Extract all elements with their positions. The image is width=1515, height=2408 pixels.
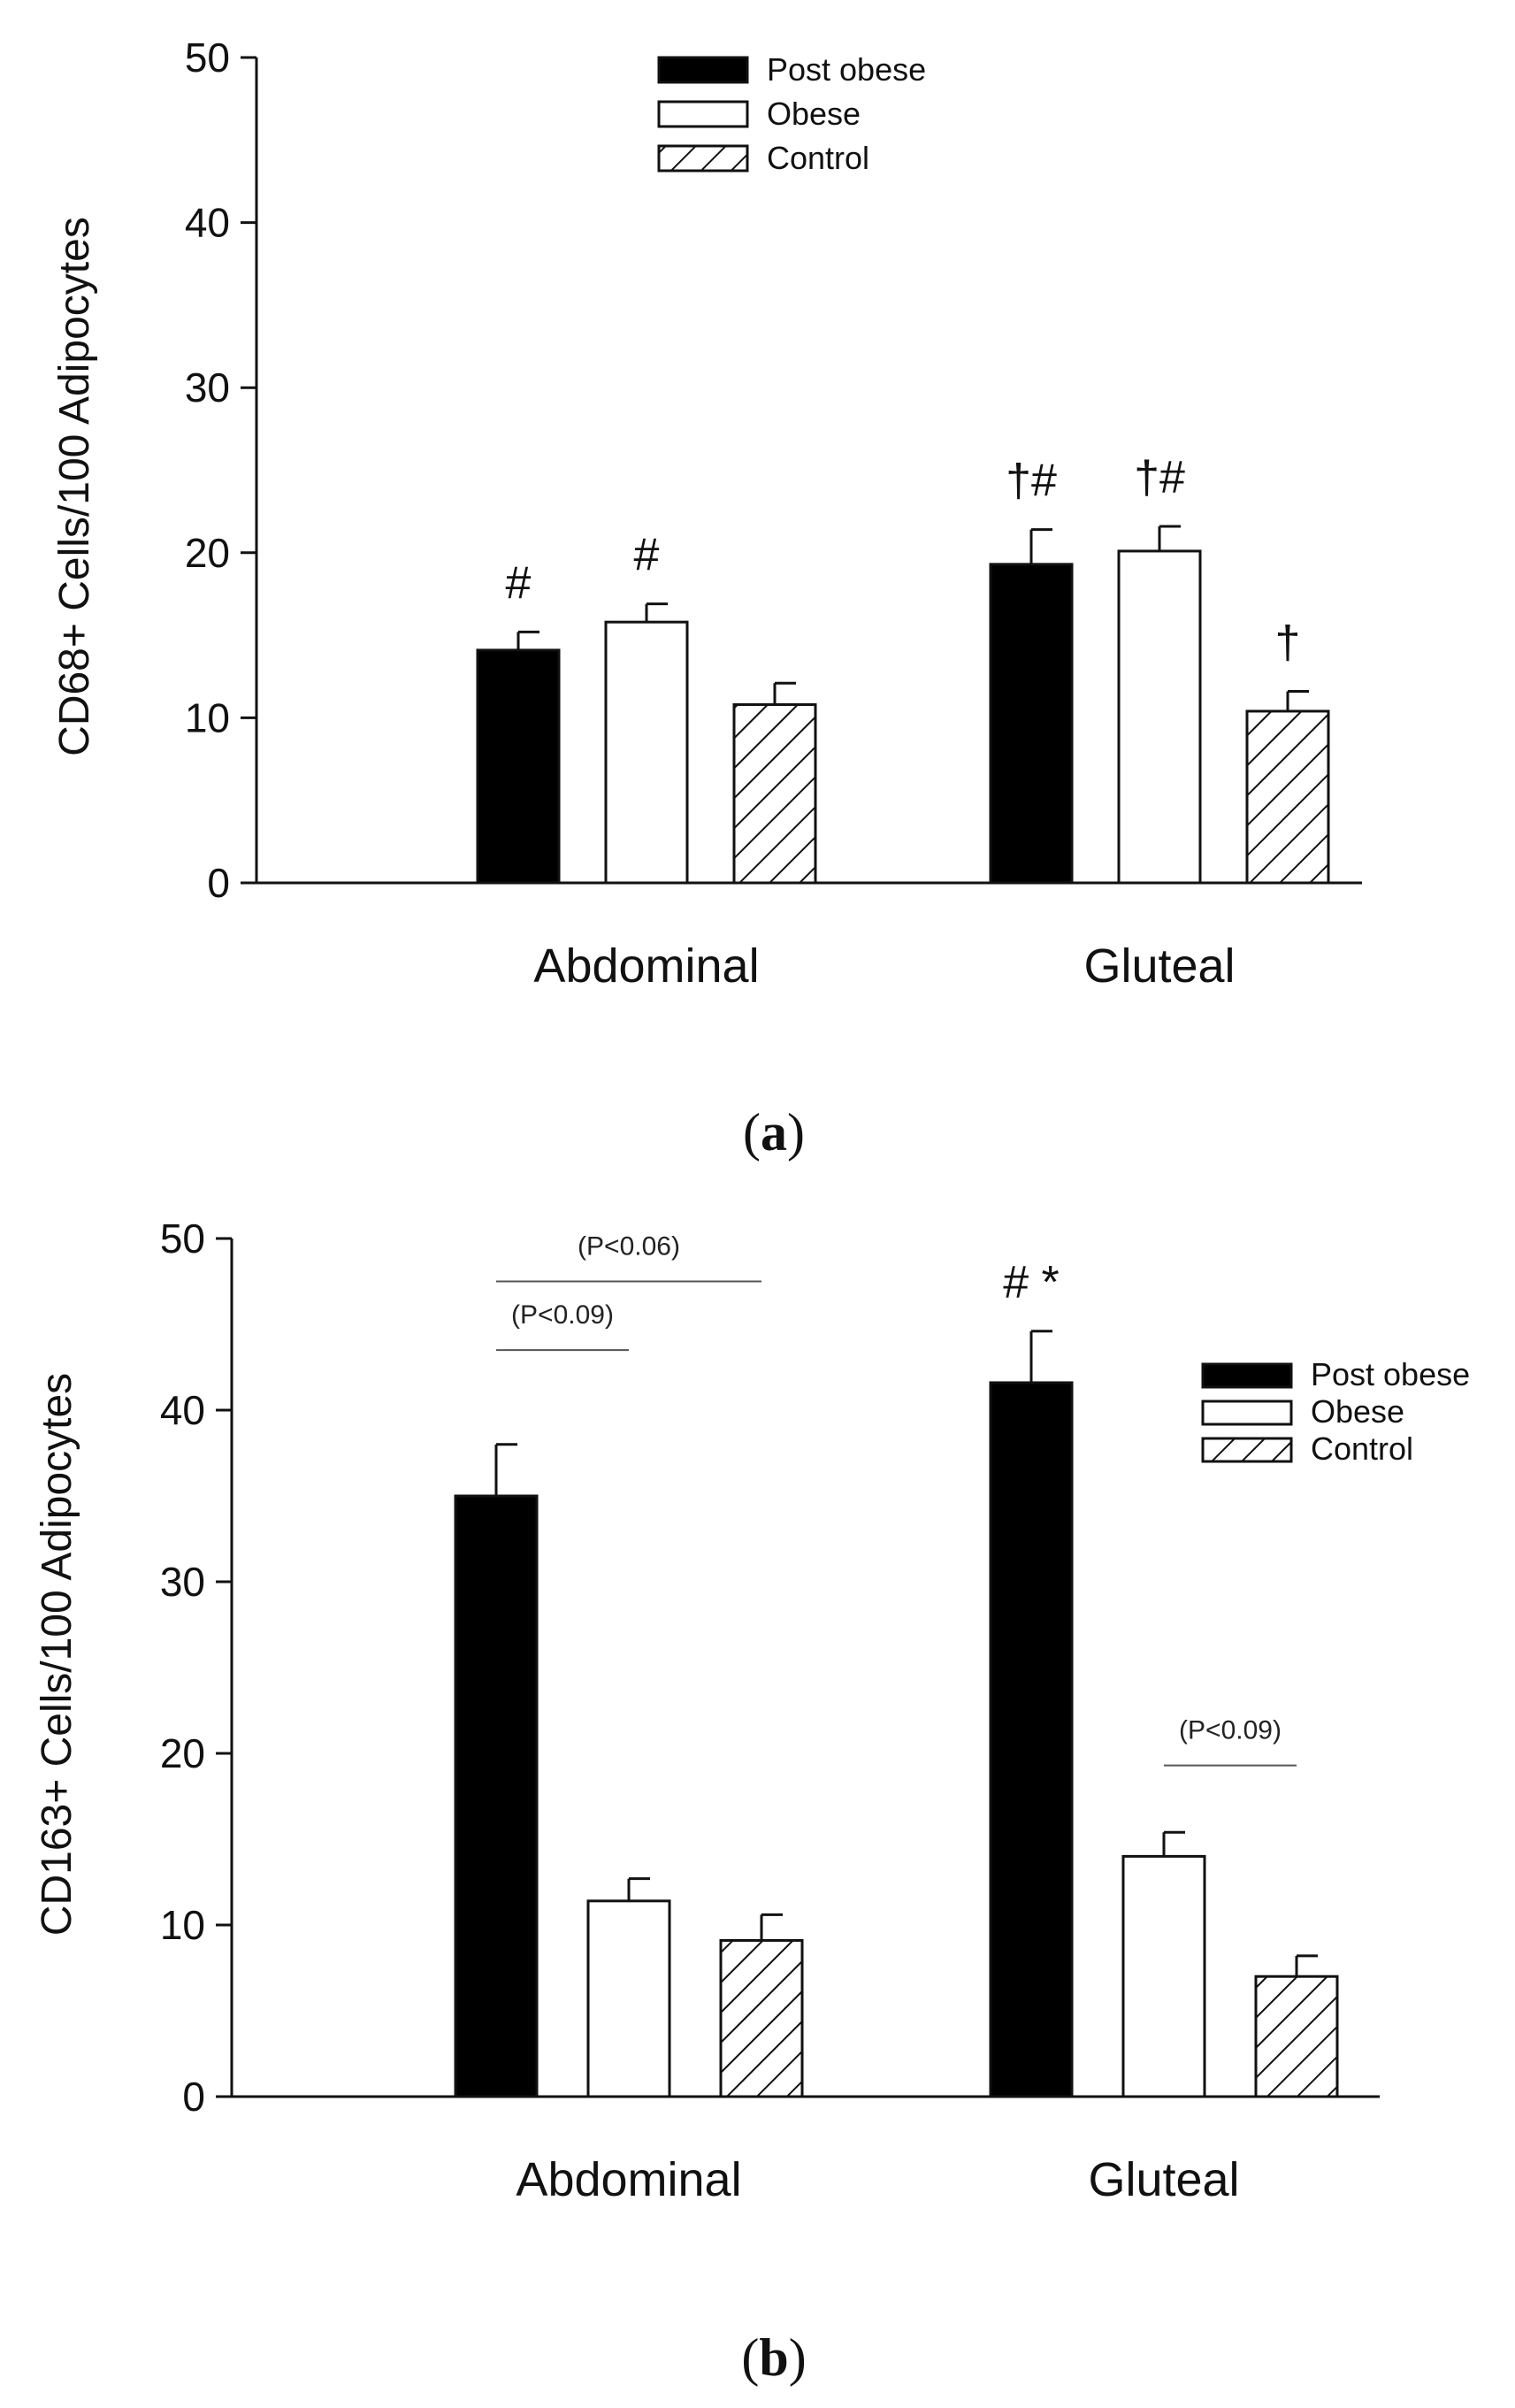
y-tick-label: 10 bbox=[160, 1902, 205, 1948]
bar bbox=[1117, 549, 1202, 885]
bar bbox=[1245, 709, 1330, 885]
y-tick-label: 20 bbox=[160, 1730, 205, 1776]
category-label: Abdominal bbox=[533, 939, 759, 993]
bar bbox=[1121, 1854, 1206, 2098]
significance-marker: # * bbox=[1003, 1257, 1060, 1308]
bar bbox=[476, 648, 561, 885]
comparison-label: (P<0.09) bbox=[511, 1300, 614, 1330]
y-axis-label: CD163+ Cells/100 Adipocytes bbox=[34, 1373, 80, 1936]
legend-label: Post obese bbox=[1311, 1356, 1470, 1392]
significance-marker: # bbox=[634, 530, 660, 581]
significance-marker: † bbox=[1275, 617, 1301, 669]
bar bbox=[989, 1381, 1074, 2098]
category-label: Abdominal bbox=[516, 2153, 741, 2206]
legend-label: Control bbox=[767, 140, 869, 176]
panel-caption-a: (a) bbox=[743, 1103, 805, 1162]
significance-marker: †# bbox=[1134, 452, 1185, 503]
y-tick-label: 40 bbox=[185, 200, 230, 246]
category-label: Gluteal bbox=[1088, 2153, 1239, 2206]
category-label: Gluteal bbox=[1083, 939, 1235, 993]
chart-panel-a: CD68+ Cells/100 Adipocytes (a) 0 10 20 30 40… bbox=[51, 35, 1362, 1162]
chart-panel-b: CD163+ Cells/100 Adipocytes (b) 0 10 20 30 4… bbox=[34, 1216, 1470, 2387]
bar bbox=[454, 1494, 539, 2098]
legend-swatch bbox=[657, 100, 749, 128]
y-tick-label: 20 bbox=[185, 530, 230, 576]
y-tick-label: 40 bbox=[160, 1387, 205, 1433]
y-tick-label: 0 bbox=[182, 2074, 205, 2120]
y-tick-label: 0 bbox=[207, 860, 230, 906]
legend-swatch bbox=[657, 144, 749, 173]
comparison-label: (P<0.06) bbox=[578, 1232, 680, 1262]
legend-label: Obese bbox=[767, 96, 861, 132]
bar bbox=[1254, 1975, 1339, 2098]
y-tick-label: 10 bbox=[185, 694, 230, 740]
panel-letter: a bbox=[761, 1103, 787, 1162]
legend-swatch bbox=[1201, 1400, 1293, 1426]
panel-caption-b: (b) bbox=[741, 2328, 806, 2387]
y-tick-label: 50 bbox=[160, 1216, 205, 1262]
y-tick-label: 50 bbox=[185, 35, 230, 81]
legend-swatch bbox=[657, 56, 749, 84]
y-tick-label: 30 bbox=[160, 1559, 205, 1605]
bar bbox=[989, 563, 1074, 885]
legend-swatch bbox=[1201, 1362, 1293, 1389]
y-tick-label: 30 bbox=[185, 364, 230, 410]
significance-marker: # bbox=[506, 557, 532, 609]
bar bbox=[604, 620, 689, 885]
bar bbox=[732, 702, 817, 885]
significance-marker: †# bbox=[1006, 456, 1057, 507]
legend-swatch bbox=[1201, 1437, 1293, 1463]
legend-label: Obese bbox=[1311, 1393, 1404, 1430]
legend-label: Post obese bbox=[767, 51, 926, 88]
y-axis-label: CD68+ Cells/100 Adipocytes bbox=[51, 217, 98, 756]
comparison-label: (P<0.09) bbox=[1179, 1716, 1282, 1745]
bar bbox=[586, 1899, 671, 2098]
bar bbox=[719, 1938, 804, 2098]
panel-letter: b bbox=[759, 2328, 788, 2387]
legend: Post obese Obese Control bbox=[657, 51, 926, 176]
legend-label: Control bbox=[1311, 1430, 1413, 1467]
